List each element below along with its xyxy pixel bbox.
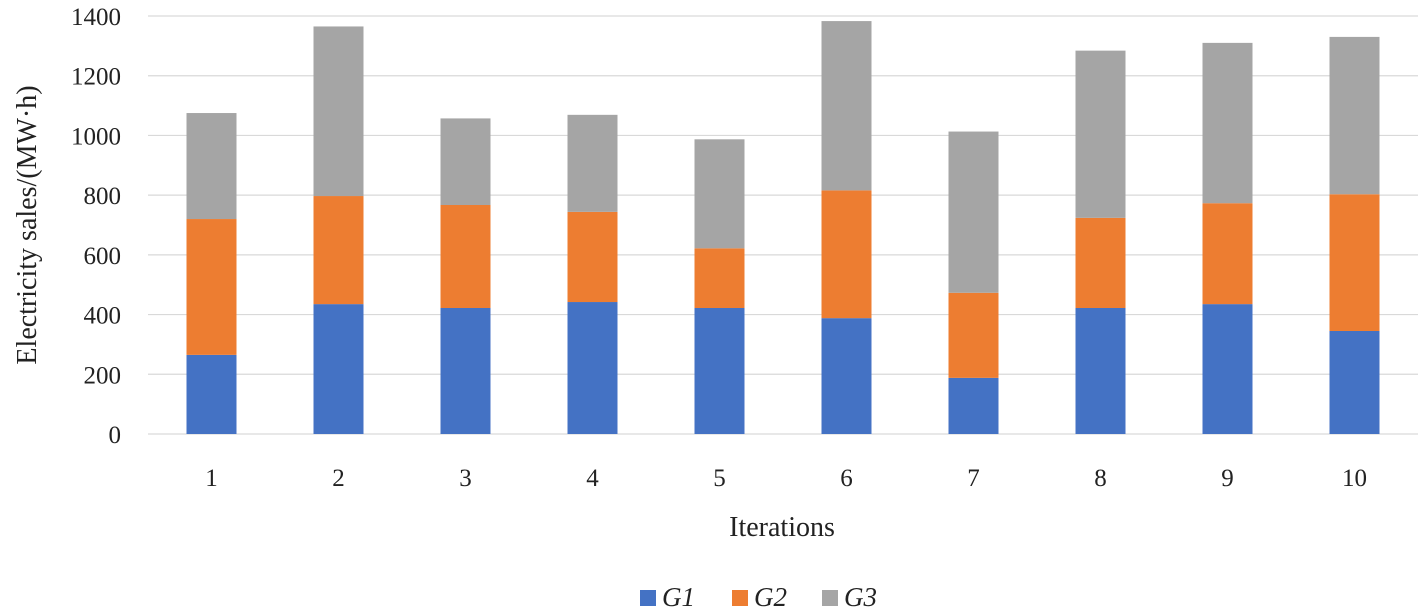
legend: G1 G2 G3 <box>640 582 877 612</box>
bar-G3-iteration-7 <box>948 131 999 293</box>
bar-G3-iteration-8 <box>1075 50 1126 218</box>
bar-G1-iteration-4 <box>567 302 618 434</box>
y-tick-labels: 0 200 400 600 800 1000 1200 1400 <box>71 4 121 449</box>
x-tick-label: 5 <box>713 465 726 492</box>
x-tick-label: 2 <box>332 465 345 492</box>
bar-G2-iteration-3 <box>440 204 491 309</box>
bar-G1-iteration-10 <box>1329 330 1380 434</box>
bar-G2-iteration-2 <box>313 196 364 305</box>
y-tick-label: 1200 <box>71 64 121 91</box>
legend-swatch-G1 <box>640 590 656 606</box>
bar-G1-iteration-7 <box>948 377 999 434</box>
y-tick-label: 800 <box>84 183 122 210</box>
bar-G1-iteration-3 <box>440 308 491 434</box>
x-tick-label: 7 <box>967 465 980 492</box>
bar-G1-iteration-6 <box>821 318 872 434</box>
bar-G2-iteration-7 <box>948 292 999 378</box>
y-tick-label: 0 <box>109 422 122 449</box>
bar-G2-iteration-1 <box>186 219 237 355</box>
legend-label-G1: G1 <box>662 582 695 612</box>
y-tick-label: 1000 <box>71 123 121 150</box>
x-tick-label: 6 <box>840 465 853 492</box>
bar-G2-iteration-4 <box>567 211 618 303</box>
bar-G3-iteration-1 <box>186 113 237 220</box>
bar-G2-iteration-10 <box>1329 194 1380 331</box>
x-tick-label: 4 <box>586 465 599 492</box>
bar-G1-iteration-1 <box>186 354 237 434</box>
y-axis-title: Electricity sales/(MW·h) <box>12 85 43 364</box>
bar-G1-iteration-9 <box>1202 304 1253 434</box>
legend-swatch-G2 <box>732 590 748 606</box>
y-tick-label: 200 <box>84 362 122 389</box>
y-tick-label: 400 <box>84 303 122 330</box>
bar-G3-iteration-5 <box>694 139 745 249</box>
x-tick-label: 8 <box>1094 465 1107 492</box>
legend-label-G3: G3 <box>844 582 877 612</box>
bar-G3-iteration-6 <box>821 21 872 191</box>
x-tick-label: 9 <box>1221 465 1234 492</box>
bar-G2-iteration-6 <box>821 190 872 319</box>
x-axis-title: Iterations <box>729 512 835 543</box>
bar-G3-iteration-9 <box>1202 42 1253 204</box>
x-tick-label: 1 <box>205 465 218 492</box>
legend-swatch-G3 <box>822 590 838 606</box>
x-tick-label: 3 <box>459 465 472 492</box>
bar-G1-iteration-2 <box>313 304 364 434</box>
bar-G3-iteration-4 <box>567 114 618 212</box>
bar-G3-iteration-10 <box>1329 36 1380 195</box>
y-tick-label: 1400 <box>71 4 121 31</box>
bars <box>186 21 1380 434</box>
bar-G2-iteration-9 <box>1202 203 1253 305</box>
bar-G3-iteration-3 <box>440 118 491 205</box>
y-tick-label: 600 <box>84 243 122 270</box>
legend-label-G2: G2 <box>754 582 787 612</box>
x-tick-labels: 1 2 3 4 5 6 7 8 9 10 <box>205 465 1367 492</box>
bar-G3-iteration-2 <box>313 26 364 197</box>
bar-G1-iteration-5 <box>694 308 745 434</box>
x-tick-label: 10 <box>1342 465 1367 492</box>
bar-G2-iteration-5 <box>694 248 745 309</box>
bar-G2-iteration-8 <box>1075 217 1126 309</box>
bar-G1-iteration-8 <box>1075 308 1126 434</box>
